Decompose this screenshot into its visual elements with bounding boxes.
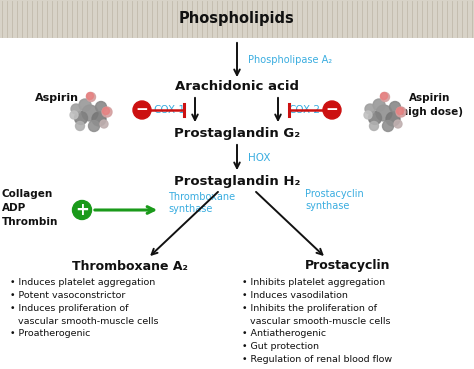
- Circle shape: [364, 111, 372, 119]
- Text: • Induces vasodilation: • Induces vasodilation: [242, 291, 348, 300]
- Text: −: −: [326, 103, 338, 117]
- Circle shape: [396, 107, 406, 117]
- Circle shape: [86, 93, 95, 101]
- Text: Prostacyclin: Prostacyclin: [305, 259, 391, 272]
- Text: Thromboxane
synthase: Thromboxane synthase: [168, 192, 235, 214]
- Text: • Inhibits platelet aggregation: • Inhibits platelet aggregation: [242, 278, 385, 287]
- Circle shape: [376, 105, 392, 121]
- Circle shape: [381, 93, 390, 101]
- Text: • Regulation of renal blood flow: • Regulation of renal blood flow: [242, 355, 392, 364]
- Text: −: −: [136, 103, 148, 117]
- Circle shape: [381, 93, 388, 100]
- Circle shape: [71, 104, 81, 114]
- Text: Aspirin
(high dose): Aspirin (high dose): [396, 93, 464, 117]
- Text: vascular smooth-muscle cells: vascular smooth-muscle cells: [18, 317, 158, 326]
- Bar: [0, 0, 474, 38]
- Text: Phospholipids: Phospholipids: [179, 11, 295, 27]
- Text: Aspirin: Aspirin: [35, 93, 79, 103]
- Circle shape: [383, 121, 393, 131]
- Circle shape: [75, 121, 84, 131]
- Circle shape: [89, 121, 100, 131]
- Text: Collagen
ADP
Thrombin: Collagen ADP Thrombin: [2, 189, 58, 227]
- Circle shape: [394, 120, 402, 128]
- Text: COX-2: COX-2: [288, 105, 320, 115]
- Text: Prostacyclin
synthase: Prostacyclin synthase: [305, 189, 364, 211]
- Circle shape: [95, 101, 107, 113]
- Circle shape: [92, 112, 106, 126]
- Circle shape: [390, 101, 401, 113]
- Circle shape: [102, 107, 109, 114]
- Circle shape: [373, 99, 385, 111]
- Circle shape: [102, 107, 112, 117]
- Text: Thromboxane A₂: Thromboxane A₂: [72, 259, 188, 272]
- Circle shape: [365, 104, 375, 114]
- Text: • Induces proliferation of: • Induces proliferation of: [10, 304, 128, 313]
- Text: +: +: [75, 201, 89, 219]
- Text: Prostaglandin H₂: Prostaglandin H₂: [174, 175, 300, 187]
- Text: • Proatherogenic: • Proatherogenic: [10, 329, 91, 338]
- Circle shape: [79, 99, 91, 111]
- Circle shape: [323, 101, 341, 119]
- Circle shape: [368, 111, 382, 124]
- Circle shape: [370, 121, 379, 131]
- Text: • Inhibits the proliferation of: • Inhibits the proliferation of: [242, 304, 377, 313]
- Circle shape: [386, 112, 400, 126]
- Circle shape: [74, 111, 88, 124]
- Text: HOX: HOX: [248, 153, 271, 163]
- Circle shape: [133, 101, 151, 119]
- Circle shape: [73, 200, 91, 220]
- Text: COX-1: COX-1: [153, 105, 185, 115]
- Text: • Gut protection: • Gut protection: [242, 342, 319, 351]
- Text: vascular smooth-muscle cells: vascular smooth-muscle cells: [250, 317, 391, 326]
- Text: Prostaglandin G₂: Prostaglandin G₂: [174, 127, 300, 139]
- Circle shape: [396, 107, 403, 114]
- Text: • Antiatherogenic: • Antiatherogenic: [242, 329, 326, 338]
- Text: • Induces platelet aggregation: • Induces platelet aggregation: [10, 278, 155, 287]
- Circle shape: [100, 120, 108, 128]
- Text: • Potent vasoconstrictor: • Potent vasoconstrictor: [10, 291, 126, 300]
- Circle shape: [82, 105, 98, 121]
- Circle shape: [86, 93, 93, 100]
- Text: Arachidonic acid: Arachidonic acid: [175, 80, 299, 93]
- Circle shape: [70, 111, 78, 119]
- Text: Phospholipase A₂: Phospholipase A₂: [248, 55, 332, 65]
